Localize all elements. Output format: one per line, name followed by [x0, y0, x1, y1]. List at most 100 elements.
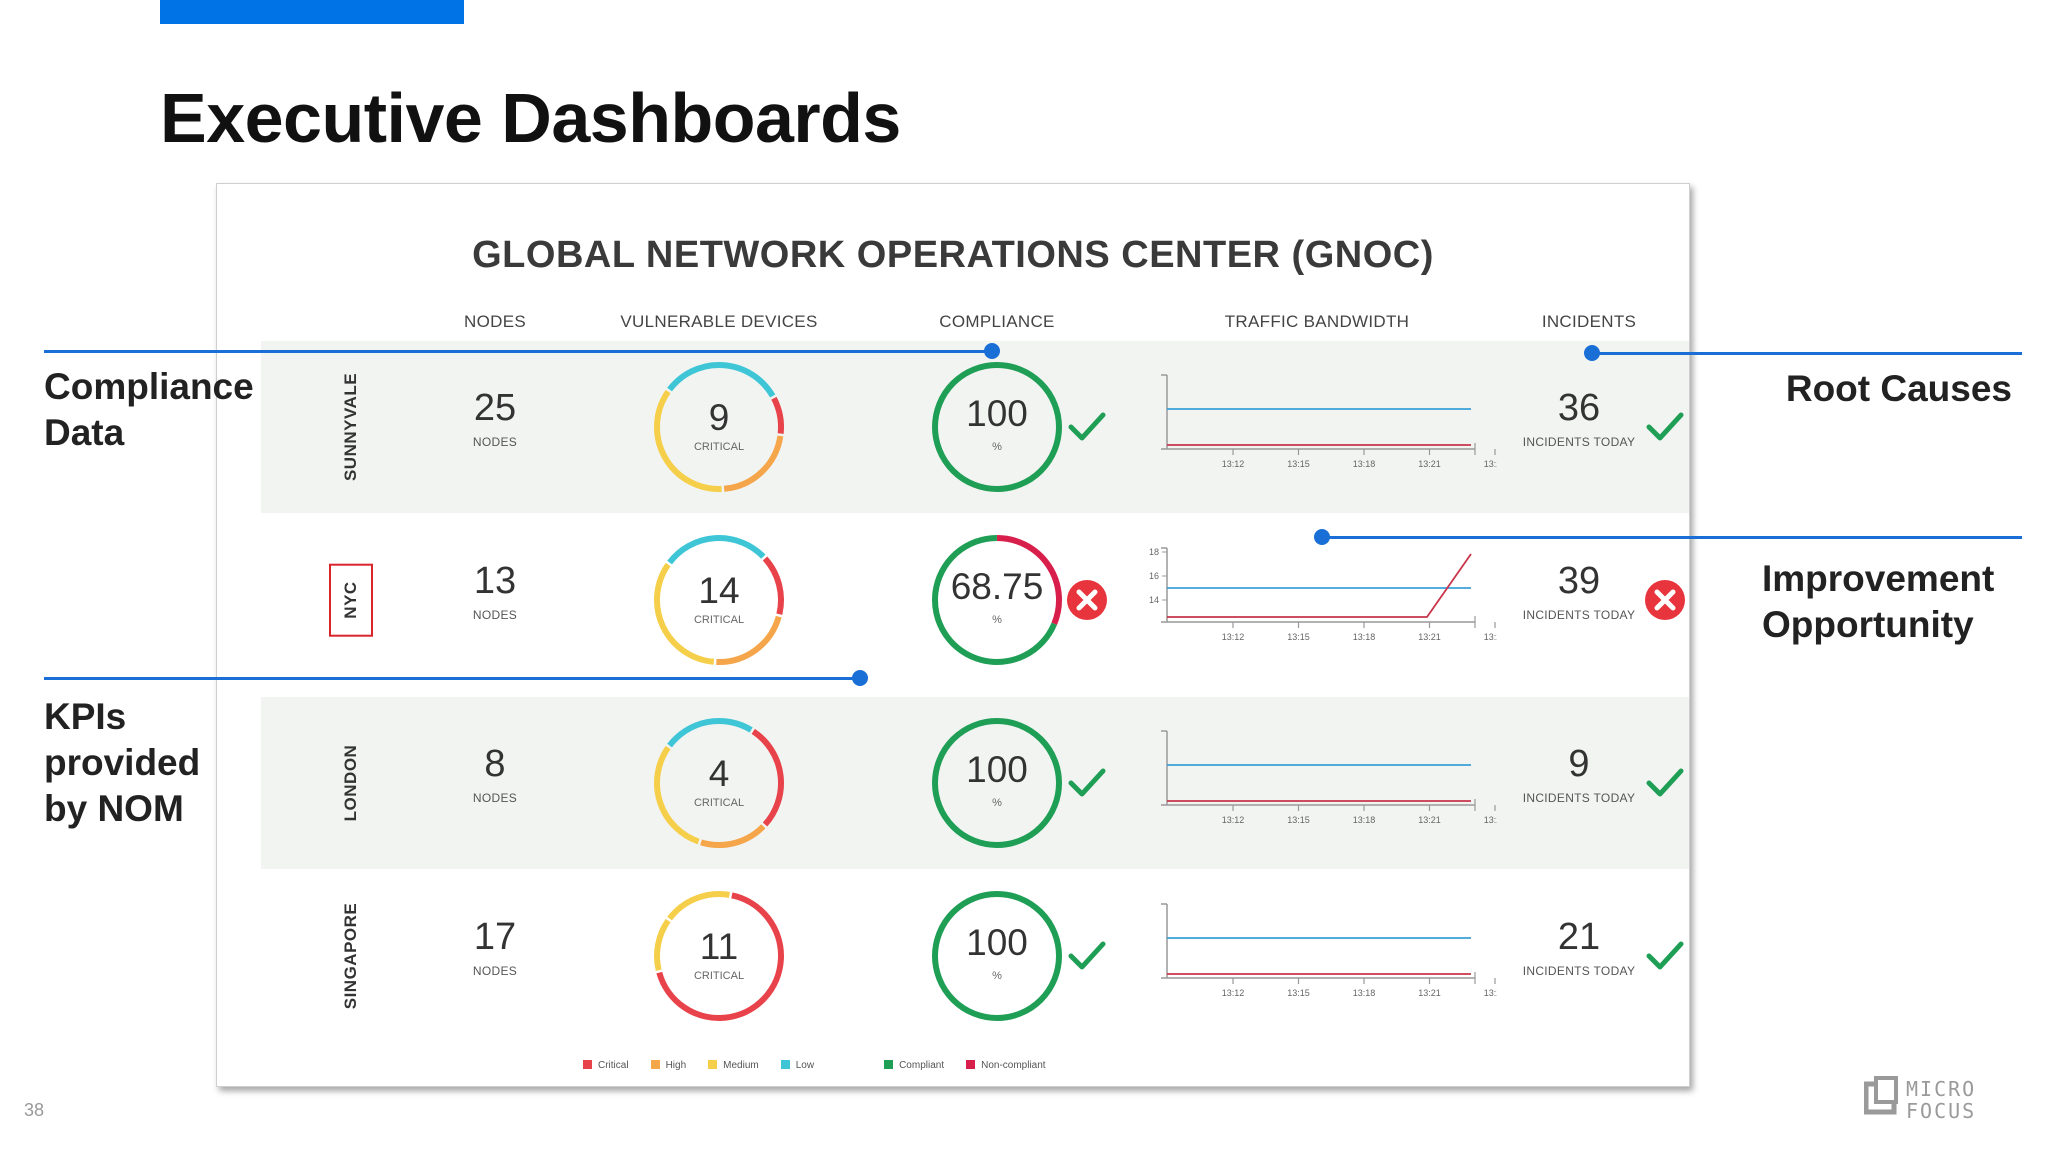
- nodes-count: 8: [484, 743, 506, 785]
- logo-text-line-1: MICRO: [1906, 1077, 1976, 1101]
- legend-swatch: [708, 1060, 718, 1069]
- x-tick-label: 13:12: [1222, 815, 1245, 825]
- callout-line-1: KPIs: [44, 696, 127, 737]
- x-tick-label: 13:15: [1287, 632, 1310, 642]
- callout-line-kpis: [44, 677, 860, 680]
- callout-line-root-causes: [1592, 352, 2022, 355]
- vulnerable-devices-ring: [654, 891, 784, 1021]
- legend-item: High: [650, 1060, 687, 1071]
- traffic-bandwidth-chart: 13:12 13:15 13:18 13:21 13:24 18 16 14: [1149, 547, 1497, 642]
- city-label: SINGAPORE: [341, 902, 360, 1010]
- vulnerable-label: CRITICAL: [693, 797, 745, 809]
- compliance-ring: [932, 718, 1062, 848]
- vulnerable-count: 9: [708, 397, 730, 438]
- callout-compliance-data: Compliance Data: [44, 364, 254, 456]
- compliance-checkmark-icon: [1068, 768, 1106, 797]
- ring-segment: [667, 718, 753, 748]
- x-tick-label: 13:18: [1353, 632, 1376, 642]
- ring-segment: [762, 556, 784, 615]
- x-tick-label: 13:24: [1484, 459, 1497, 469]
- compliance-ring: [932, 891, 1062, 1021]
- legend-item: Low: [780, 1060, 815, 1071]
- accent-bar: [160, 0, 464, 24]
- callout-dot-root-causes: [1584, 345, 1600, 361]
- nodes-count: 17: [473, 916, 517, 958]
- traffic-bandwidth-chart: 13:12 13:15 13:18 13:21 13:24: [1161, 903, 1497, 998]
- x-tick-label: 13:12: [1222, 632, 1245, 642]
- legend-label: High: [665, 1060, 687, 1071]
- slide-title: Executive Dashboards: [160, 79, 901, 157]
- x-tick-label: 13:15: [1287, 459, 1310, 469]
- callout-line-1: Improvement: [1762, 558, 1995, 599]
- incidents-error-icon: [1645, 580, 1685, 620]
- x-tick-label: 13:24: [1484, 988, 1497, 998]
- legend-label: Compliant: [899, 1060, 945, 1071]
- ring-segment: [700, 824, 766, 848]
- compliance-checkmark-icon: [1068, 412, 1106, 441]
- x-tick-label: 13:18: [1353, 815, 1376, 825]
- ring-segment: [667, 535, 766, 565]
- x-tick-label: 13:21: [1418, 988, 1441, 998]
- city-label: LONDON: [341, 744, 360, 822]
- legend-swatch: [650, 1060, 660, 1069]
- y-tick-label: 14: [1149, 595, 1159, 605]
- vulnerable-devices-ring: [654, 535, 784, 665]
- x-tick-label: 13:21: [1418, 632, 1441, 642]
- callout-kpis-provided-by-nom: KPIs provided by NOM: [44, 694, 200, 832]
- callout-improvement-opportunity: Improvement Opportunity: [1762, 556, 1994, 648]
- legend-swatch: [583, 1060, 592, 1069]
- compliance-arc: [932, 718, 1062, 848]
- page-number: 38: [24, 1100, 45, 1120]
- city-label: NYC: [329, 563, 373, 637]
- ring-segment: [654, 745, 700, 845]
- legend-label: Medium: [723, 1060, 759, 1071]
- callout-line-1: Compliance: [44, 366, 254, 407]
- compliance-checkmark-icon: [1068, 941, 1106, 970]
- column-header-traffic-bandwidth: TRAFFIC BANDWIDTH: [1224, 312, 1410, 331]
- legend-swatch: [780, 1060, 790, 1069]
- vulnerable-count: 4: [708, 753, 730, 794]
- incidents-count: 39: [1557, 560, 1601, 602]
- compliance-error-icon: [1067, 580, 1107, 620]
- column-header-incidents: INCIDENTS: [1541, 312, 1637, 331]
- nodes-label: NODES: [472, 608, 518, 622]
- y-tick-label: 18: [1149, 547, 1159, 557]
- callout-line-2: Data: [44, 412, 125, 453]
- compliance-unit: %: [992, 970, 1002, 982]
- legend: Critical High Medium Low Compliant Non-compli…: [583, 1060, 1068, 1071]
- micro-focus-logo: MICRO FOCUS: [1864, 1076, 1976, 1120]
- ring-segment: [654, 918, 671, 971]
- callout-line-improvement: [1322, 536, 2022, 539]
- compliance-arc: [932, 362, 1062, 492]
- ring-segment: [654, 389, 722, 492]
- compliance-unit: %: [992, 441, 1002, 453]
- ring-segment: [656, 892, 784, 1021]
- vulnerable-label: CRITICAL: [693, 441, 745, 453]
- traffic-bandwidth-chart: 13:12 13:15 13:18 13:21 13:24: [1161, 730, 1497, 825]
- x-tick-label: 13:24: [1484, 632, 1497, 642]
- callout-dot-improvement: [1314, 529, 1330, 545]
- nodes-label: NODES: [472, 435, 518, 449]
- callout-dot-kpis: [852, 670, 868, 686]
- callout-line-3: by NOM: [44, 788, 184, 829]
- nodes-count: 13: [473, 560, 517, 602]
- column-header-nodes: NODES: [464, 312, 526, 331]
- incidents-count: 9: [1568, 743, 1590, 785]
- incidents-label: INCIDENTS TODAY: [1522, 608, 1636, 622]
- ring-segment: [751, 728, 784, 827]
- ring-segment: [667, 362, 776, 398]
- column-header-vulnerable-devices: VULNERABLE DEVICES: [620, 312, 818, 331]
- callout-line-compliance: [44, 350, 992, 353]
- traffic-series-out: [1167, 553, 1472, 618]
- compliance-unit: %: [992, 797, 1002, 809]
- vulnerable-devices-ring: [654, 718, 784, 848]
- legend-label: Low: [795, 1060, 815, 1071]
- vulnerable-devices-ring: [654, 362, 784, 492]
- ring-segment: [771, 396, 784, 434]
- vulnerable-label: CRITICAL: [693, 970, 745, 982]
- ring-segment: [667, 891, 730, 921]
- gnoc-dashboard-panel: GLOBAL NETWORK OPERATIONS CENTER (GNOC) …: [216, 183, 1690, 1087]
- logo-text-line-2: FOCUS: [1906, 1099, 1976, 1120]
- incidents-label: INCIDENTS TODAY: [1522, 964, 1636, 978]
- ring-segment: [723, 435, 784, 492]
